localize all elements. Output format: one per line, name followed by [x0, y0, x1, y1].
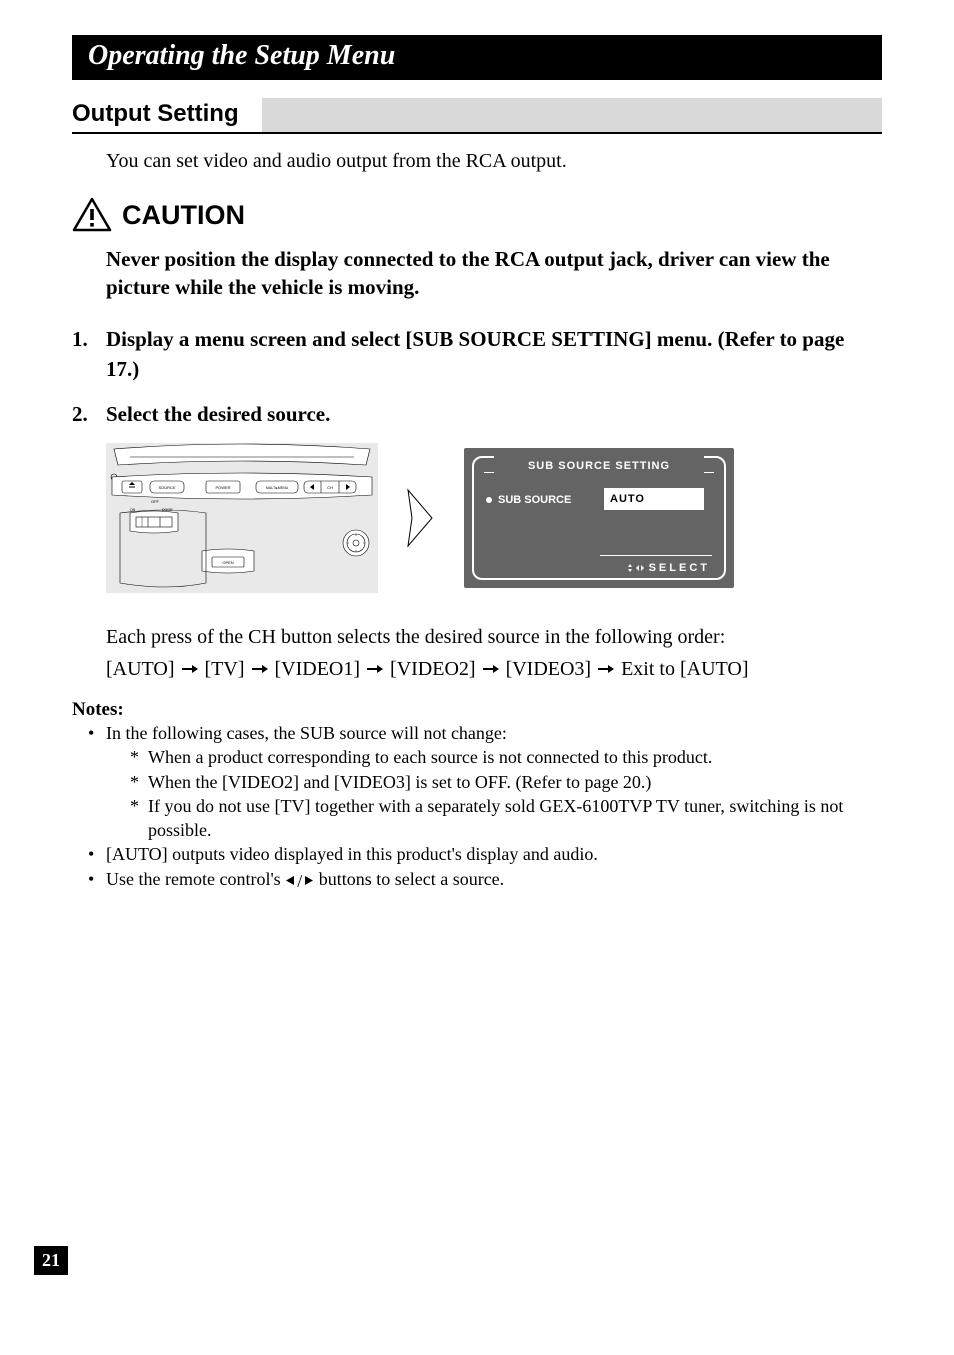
subnote-item: If you do not use [TV] together with a s… — [126, 794, 882, 843]
header-title: Operating the Setup Menu — [88, 40, 395, 71]
note-item: Use the remote control's / buttons to se… — [72, 867, 882, 893]
cycle-item: [VIDEO3] — [506, 655, 592, 683]
note-3-post: buttons to select a source. — [314, 869, 504, 889]
svg-text:CH: CH — [327, 485, 333, 490]
step-1-text: Display a menu screen and select [SUB SO… — [106, 324, 882, 385]
section-title-bar: Output Setting — [72, 98, 882, 134]
arrow-right-icon — [181, 663, 199, 675]
caution-heading: CAUTION — [72, 197, 882, 233]
osd-select-hint: SELECT — [627, 562, 710, 574]
cycle-item: [VIDEO2] — [390, 655, 476, 683]
device-illustration: SOURCE POWER MULTI▸MENU CH OFF ON DOOR — [106, 443, 378, 593]
note-item: In the following cases, the SUB source w… — [72, 721, 882, 842]
subnote-item: When the [VIDEO2] and [VIDEO3] is set to… — [126, 770, 882, 794]
updown-leftright-icon — [627, 562, 645, 574]
cycle-item: Exit to [AUTO] — [621, 655, 748, 683]
subnote-item: When a product corresponding to each sou… — [126, 745, 882, 769]
svg-text:POWER: POWER — [215, 485, 230, 490]
arrow-right-icon — [597, 663, 615, 675]
svg-text:SOURCE: SOURCE — [158, 485, 175, 490]
page-number: 21 — [34, 1246, 68, 1275]
arrow-icon — [406, 488, 436, 548]
arrow-right-icon — [482, 663, 500, 675]
cycle-item: [VIDEO1] — [275, 655, 361, 683]
intro-text: You can set video and audio output from … — [106, 148, 882, 175]
subnotes-list: When a product corresponding to each sou… — [126, 745, 882, 842]
osd-item-label: SUB SOURCE — [498, 494, 571, 506]
osd-screen: SUB SOURCE SETTING SUB SOURCE AUTO SELEC… — [464, 448, 734, 588]
cycle-intro: Each press of the CH button selects the … — [106, 623, 882, 651]
osd-value: AUTO — [610, 493, 645, 505]
osd-bullet-icon — [486, 497, 492, 503]
note-item: [AUTO] outputs video displayed in this p… — [72, 842, 882, 866]
arrow-right-icon — [251, 663, 269, 675]
cycle-sequence: [AUTO] [TV] [VIDEO1] [VIDEO2] [VIDEO3] E… — [106, 655, 882, 683]
page-header: Operating the Setup Menu — [72, 35, 882, 80]
warning-triangle-icon — [72, 197, 112, 233]
cycle-item: [AUTO] — [106, 655, 175, 683]
svg-text:MULTI▸MENU: MULTI▸MENU — [266, 486, 289, 490]
step-2-number: 2. — [72, 399, 106, 429]
cycle-item: [TV] — [205, 655, 245, 683]
notes-title: Notes: — [72, 699, 882, 721]
caution-text: Never position the display connected to … — [106, 245, 882, 302]
arrow-right-icon — [366, 663, 384, 675]
osd-title: SUB SOURCE SETTING — [528, 460, 670, 472]
note-3-pre: Use the remote control's — [106, 869, 285, 889]
osd-value-box: AUTO — [604, 488, 704, 510]
step-1: 1. Display a menu screen and select [SUB… — [72, 324, 882, 385]
step-2-text: Select the desired source. — [106, 399, 330, 429]
step-2: 2. Select the desired source. — [72, 399, 882, 429]
svg-text:OPEN: OPEN — [222, 560, 233, 565]
figure-row: SOURCE POWER MULTI▸MENU CH OFF ON DOOR — [106, 443, 882, 593]
left-right-triangle-icon: / — [285, 869, 314, 893]
svg-text:OFF: OFF — [151, 499, 160, 504]
caution-label: CAUTION — [122, 200, 245, 231]
step-1-number: 1. — [72, 324, 106, 385]
section-title: Output Setting — [72, 98, 239, 132]
notes-list: In the following cases, the SUB source w… — [72, 721, 882, 893]
osd-item: SUB SOURCE — [486, 494, 571, 506]
osd-select-label: SELECT — [649, 562, 710, 574]
